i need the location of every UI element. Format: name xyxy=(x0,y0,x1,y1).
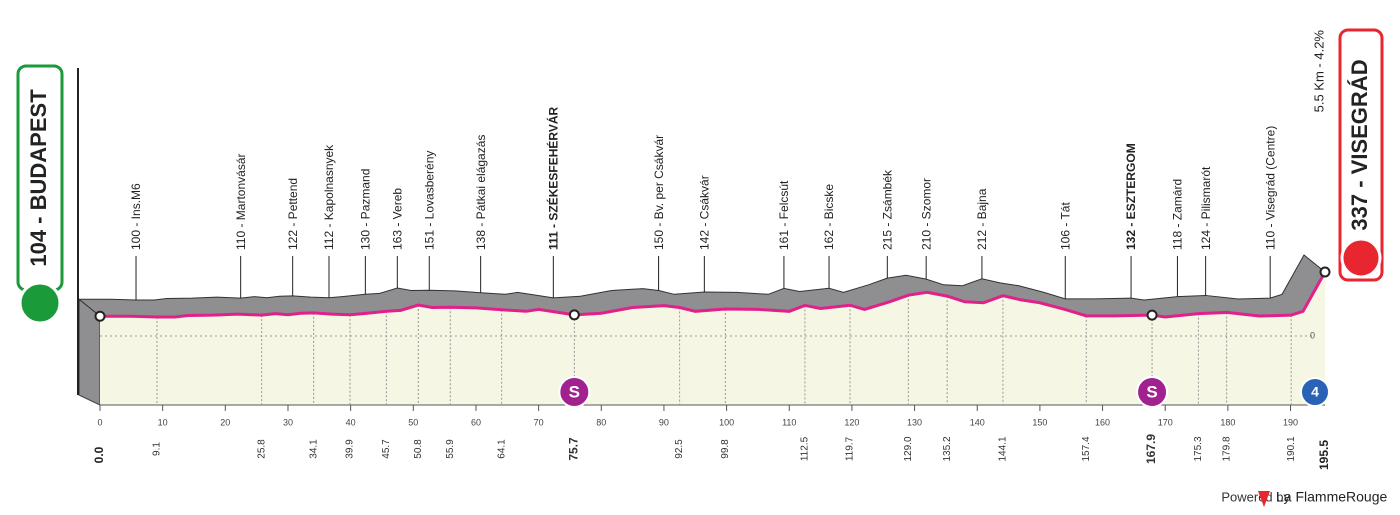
profile-layer: 0 100 - Ins.M6 9.1 110 - Martonvásár 25.8 122… xyxy=(77,107,1331,470)
waypoint-km: 99.8 xyxy=(720,439,731,459)
km-tick-label: 170 xyxy=(1158,417,1173,427)
km-tick-label: 180 xyxy=(1220,417,1235,427)
km-tick-label: 30 xyxy=(283,417,293,427)
km-tick-label: 70 xyxy=(534,417,544,427)
waypoint-label: 110 - Martonvásár xyxy=(234,154,248,251)
waypoint-label: 112 - Kapolnasnyek xyxy=(322,144,336,250)
profile-front xyxy=(100,271,1325,405)
sprint-marker xyxy=(558,376,591,408)
waypoint-label: 132 - ESZTERGOM xyxy=(1124,143,1138,250)
km-tick-label: 60 xyxy=(471,417,481,427)
waypoint-label: 111 - SZÉKESFEHÉRVÁR xyxy=(546,107,561,250)
waypoint-label: 110 - Visegrád (Centre) xyxy=(1263,126,1277,250)
sprint-marker xyxy=(1136,376,1169,408)
finish-icon xyxy=(1340,237,1382,279)
km-tick-label: 150 xyxy=(1032,417,1047,427)
waypoint-km: 175.3 xyxy=(1193,436,1204,461)
km-tick-label: 40 xyxy=(346,417,356,427)
waypoint-km: 39.9 xyxy=(345,439,356,459)
km-tick-label: 50 xyxy=(408,417,418,427)
waypoint-label: 150 - Bv. per Csákvár xyxy=(652,135,666,250)
waypoint-label: 106 - Tát xyxy=(1058,202,1072,250)
route-line xyxy=(100,271,1327,319)
finish-label: 337 - VISEGRÁD xyxy=(1347,59,1372,230)
waypoint-km: 50.8 xyxy=(413,439,424,459)
waypoint-label: 100 - Ins.M6 xyxy=(129,183,143,250)
waypoint-label: 124 - Pilismarót xyxy=(1199,166,1213,250)
sprint-label: S xyxy=(569,382,580,401)
km-tick-label: 0 xyxy=(97,417,102,427)
waypoint-km: 119.7 xyxy=(845,436,856,461)
waypoint-km: 9.1 xyxy=(152,442,163,456)
profile-top xyxy=(77,254,1326,318)
km-tick-label: 160 xyxy=(1095,417,1110,427)
powered-by: Powered by xyxy=(1221,489,1290,504)
waypoint-km: 55.9 xyxy=(445,439,456,459)
kom-label: 4 xyxy=(1311,384,1319,400)
waypoint-km: 167.9 xyxy=(1144,434,1158,464)
waypoint-label: 215 - Zsámbék xyxy=(880,169,894,250)
km-tick-label: 100 xyxy=(719,417,734,427)
route-dot xyxy=(568,309,580,321)
km-tick-label: 80 xyxy=(596,417,606,427)
waypoint-km: 112.5 xyxy=(800,436,811,461)
waypoint-label: 122 - Pettend xyxy=(286,178,300,250)
waypoint-km: 179.8 xyxy=(1221,436,1232,461)
waypoint-km: 64.1 xyxy=(496,439,507,459)
waypoint-km: 157.4 xyxy=(1081,436,1092,461)
finish-box xyxy=(1338,28,1384,282)
waypoint-label: 142 - Csákvár xyxy=(698,175,712,250)
finish-km: 195.5 xyxy=(1317,440,1331,470)
waypoint-label: 162 - Bicske xyxy=(822,184,836,250)
waypoint-km: 129.0 xyxy=(903,436,914,461)
km-tick-label: 120 xyxy=(844,417,859,427)
km-tick-label: 90 xyxy=(659,417,669,427)
km-tick-label: 140 xyxy=(970,417,985,427)
brand: La FlammeRouge xyxy=(1276,489,1387,505)
kom-marker xyxy=(1300,377,1330,407)
km-tick-label: 20 xyxy=(220,417,230,427)
waypoint-label: 138 - Pátkai elágazás xyxy=(474,135,488,250)
sprint-label: S xyxy=(1146,382,1157,401)
waypoint-km: 75.7 xyxy=(567,437,581,461)
waypoint-label: 151 - Lovasberény xyxy=(422,151,436,250)
waypoint-km: 25.8 xyxy=(256,439,267,459)
waypoint-label: 130 - Pazmand xyxy=(359,169,373,250)
elevation-tick-label: 0 xyxy=(1310,330,1315,340)
waypoint-km: 34.1 xyxy=(308,439,319,459)
km-tick-label: 110 xyxy=(782,417,796,427)
waypoint-km: 45.7 xyxy=(381,439,392,459)
waypoint-label: 212 - Bajna xyxy=(975,188,989,250)
waypoint-label: 161 - Felcsút xyxy=(777,180,791,250)
waypoint-km: 190.1 xyxy=(1286,436,1297,461)
waypoint-label: 163 - Vereb xyxy=(390,188,404,250)
waypoint-label: 210 - Szomor xyxy=(919,178,933,250)
brand-logo xyxy=(1258,491,1270,507)
base-line xyxy=(78,394,101,406)
route-dot xyxy=(1146,309,1158,321)
route-dot xyxy=(94,310,106,322)
route-dot xyxy=(1319,266,1331,278)
km-tick-label: 130 xyxy=(907,417,922,427)
start-km: 0.0 xyxy=(92,446,106,463)
waypoint-km: 135.2 xyxy=(942,436,953,461)
waypoint-label: 118 - Zamárd xyxy=(1171,179,1185,250)
km-tick-label: 10 xyxy=(158,417,168,427)
waypoint-km: 144.1 xyxy=(998,436,1009,461)
start-icon xyxy=(18,281,62,325)
km-tick-label: 190 xyxy=(1283,417,1298,427)
climb-label: 5.5 Km - 4.2% xyxy=(1311,30,1326,113)
waypoint-km: 92.5 xyxy=(674,439,685,459)
start-label: 104 - BUDAPEST xyxy=(26,89,51,267)
